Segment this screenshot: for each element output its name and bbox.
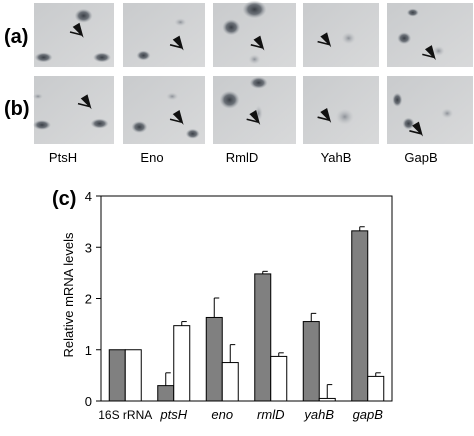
- y-tick-label: 1: [85, 343, 92, 358]
- x-tick-label: yahB: [303, 407, 334, 422]
- gel-spot: [74, 8, 93, 23]
- bar-gray-3: [254, 273, 272, 402]
- bar-gray-5: [351, 230, 369, 402]
- arrowhead-icon: [169, 110, 184, 125]
- arrowhead-icon: [246, 110, 261, 125]
- bar-gray-0: [108, 349, 126, 402]
- bar-white-1: [173, 325, 191, 402]
- gel-spot: [131, 121, 148, 133]
- x-tick-label: eno: [211, 407, 233, 422]
- gel-spot: [166, 92, 179, 101]
- gel-spot: [136, 50, 151, 61]
- gel-spot: [33, 119, 51, 130]
- gel-spot: [335, 108, 354, 125]
- gel-spot: [397, 32, 412, 45]
- bar-white-5: [367, 375, 385, 402]
- bar-white-0: [124, 349, 142, 402]
- gel-figure: [33, 0, 473, 144]
- gel-spot: [222, 19, 241, 36]
- bar-white-2: [221, 362, 239, 402]
- arrowhead-icon: [317, 107, 332, 123]
- chart-labels: 0 1 2 3 4 16S rRNA ptsH eno rmlD yahB gapB: [85, 189, 383, 422]
- gel-panel: [387, 76, 473, 144]
- protein-label-yahb: YahB: [320, 150, 352, 165]
- panel-label-b: (b): [4, 98, 30, 120]
- arrowhead-icon: [422, 45, 436, 61]
- gel-spot: [432, 46, 445, 56]
- arrowhead-icon: [77, 94, 92, 110]
- chart-axes: [96, 195, 393, 402]
- gel-spot: [93, 52, 111, 63]
- protein-label-gapb: GapB: [404, 150, 438, 165]
- plot-frame: [100, 195, 393, 402]
- gel-spot: [242, 0, 267, 19]
- arrowhead-icon: [69, 22, 84, 38]
- gel-spot: [90, 118, 109, 129]
- gel-spot: [185, 128, 200, 139]
- y-tick-label: 0: [85, 394, 92, 409]
- bar-gray-4: [302, 321, 320, 402]
- bar-white-3: [270, 355, 288, 402]
- y-tick-label: 3: [85, 240, 92, 255]
- x-tick-label: ptsH: [159, 407, 187, 422]
- y-axis-label: Relative mRNA levels: [61, 232, 76, 357]
- gel-spot: [402, 117, 415, 130]
- gel-row-a: [34, 0, 473, 67]
- x-tick-label: 16S rRNA: [98, 408, 152, 422]
- gel-row-b: [33, 76, 473, 144]
- gel-spot: [441, 108, 454, 119]
- protein-label-ptsh: PtsH: [48, 150, 78, 165]
- gel-spot: [392, 92, 403, 107]
- gel-spot: [248, 54, 261, 65]
- arrowhead-icon: [250, 35, 265, 51]
- panel-label-a: (a): [4, 26, 29, 48]
- bar-gray-2: [205, 316, 223, 402]
- protein-label-rmld: RmlD: [225, 150, 259, 165]
- bar-gray-1: [157, 385, 175, 402]
- gel-panel: [34, 76, 114, 144]
- gel-spot: [406, 8, 419, 17]
- y-tick-label: 2: [85, 292, 92, 307]
- arrowhead-icon: [169, 35, 184, 51]
- gel-spot: [34, 52, 53, 63]
- x-tick-label: gapB: [353, 407, 384, 422]
- gel-spot: [341, 32, 356, 45]
- y-tick-label: 4: [85, 189, 92, 204]
- bar-white-4: [318, 397, 336, 402]
- gel-spot: [33, 93, 43, 100]
- gel-panel: [303, 3, 379, 67]
- gel-spot: [249, 76, 268, 89]
- arrowhead-icon: [409, 121, 423, 137]
- gel-spot: [174, 18, 187, 27]
- panel-label-c: (c): [52, 188, 77, 210]
- protein-label-eno: Eno: [140, 150, 164, 165]
- chart-bars: [108, 226, 385, 402]
- arrowhead-icon: [317, 32, 332, 48]
- x-tick-label: rmlD: [257, 407, 284, 422]
- gel-spot: [219, 90, 240, 109]
